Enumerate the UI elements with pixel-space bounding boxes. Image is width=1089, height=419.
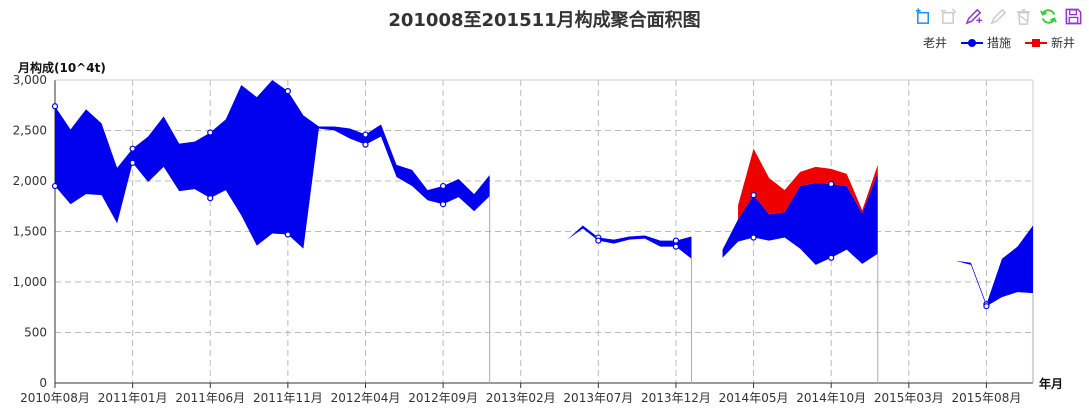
mark-clear-icon[interactable]: [1014, 7, 1033, 26]
measures-point: [672, 237, 680, 244]
old-wells-point: [828, 254, 835, 261]
legend-item-new-wells[interactable]: 新井: [1024, 34, 1075, 51]
measures-point: [439, 182, 447, 190]
x-tick-label: 2014年10月: [796, 391, 866, 405]
y-axis-label: 月构成(10^4t): [17, 60, 106, 75]
measures-point: [362, 131, 369, 138]
y-tick-label: 3,000: [13, 73, 47, 87]
legend-marker-new-wells: [1024, 38, 1047, 48]
legend-item-old-wells[interactable]: 老井: [923, 34, 947, 51]
y-tick-label: 2,500: [13, 124, 47, 138]
x-tick-label: 2011年06月: [175, 391, 245, 405]
data-zoom-reset-icon[interactable]: [939, 7, 958, 26]
x-tick-label: 2015年08月: [952, 391, 1022, 405]
area-band-measures: [567, 225, 692, 259]
old-wells-point: [439, 201, 447, 208]
old-wells-point: [672, 243, 680, 250]
x-tick-label: 2013年07月: [563, 391, 633, 405]
save-image-icon[interactable]: [1064, 7, 1083, 26]
mark-undo-icon[interactable]: [989, 7, 1008, 26]
measures-point: [51, 103, 59, 110]
old-wells-point: [362, 141, 369, 148]
old-wells-point: [595, 237, 602, 244]
y-tick-label: 2,000: [13, 174, 47, 188]
old-wells-point: [284, 231, 291, 238]
y-tick-label: 1,000: [13, 275, 47, 289]
x-tick-label: 2011年11月: [253, 391, 323, 405]
measures-point: [284, 88, 291, 95]
measures-point: [828, 180, 835, 188]
y-tick-label: 0: [39, 376, 47, 390]
old-wells-point: [207, 195, 214, 202]
old-wells-point: [51, 182, 59, 190]
x-tick-label: 2013年02月: [486, 391, 556, 405]
refresh-icon[interactable]: [1039, 7, 1058, 26]
data-zoom-icon[interactable]: [914, 7, 933, 26]
legend: 老井 措施 新井: [923, 34, 1075, 51]
y-tick-label: 500: [24, 326, 47, 340]
area-band-measures: [939, 225, 1033, 307]
legend-item-measures[interactable]: 措施: [960, 34, 1011, 51]
old-wells-point: [750, 234, 757, 241]
x-tick-label: 2015年03月: [874, 391, 944, 405]
area-band-measures: [55, 80, 490, 249]
legend-marker-measures: [960, 38, 983, 48]
chart-title: 201008至201511月构成聚合面积图: [388, 10, 701, 31]
measures-point: [750, 192, 757, 199]
area-band-measures: [722, 172, 878, 265]
legend-label-old-wells: 老井: [922, 36, 947, 50]
old-wells-point: [129, 159, 136, 166]
old-wells-point: [983, 303, 990, 310]
x-tick-label: 2011年01月: [98, 391, 168, 405]
measures-point: [207, 129, 214, 136]
x-tick-label: 2013年12月: [641, 391, 711, 405]
x-tick-label: 2012年09月: [408, 391, 478, 405]
x-axis-label: 年月: [1039, 376, 1063, 391]
x-tick-label: 2010年08月: [20, 391, 90, 405]
mark-line-icon[interactable]: [964, 7, 983, 26]
x-tick-label: 2012年04月: [331, 391, 401, 405]
legend-label-measures: 措施: [986, 36, 1011, 50]
measures-point: [129, 145, 136, 152]
toolbox: [914, 7, 1083, 26]
x-tick-label: 2014年05月: [719, 391, 789, 405]
area-band-new-wells: [738, 148, 878, 220]
legend-label-new-wells: 新井: [1050, 36, 1075, 50]
y-tick-label: 1,500: [13, 225, 47, 239]
